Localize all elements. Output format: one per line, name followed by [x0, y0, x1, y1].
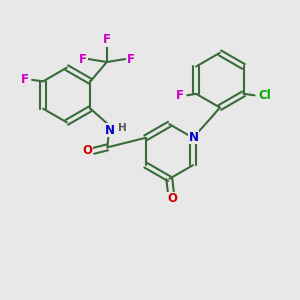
Text: Cl: Cl: [259, 89, 271, 102]
Text: H: H: [118, 123, 127, 133]
Text: O: O: [167, 192, 177, 205]
Text: F: F: [21, 74, 29, 86]
Text: O: O: [82, 144, 92, 158]
Text: F: F: [176, 89, 184, 102]
Text: F: F: [79, 52, 87, 66]
Text: F: F: [127, 52, 135, 66]
Text: F: F: [103, 33, 111, 46]
Text: N: N: [105, 124, 116, 137]
Text: N: N: [189, 131, 199, 144]
